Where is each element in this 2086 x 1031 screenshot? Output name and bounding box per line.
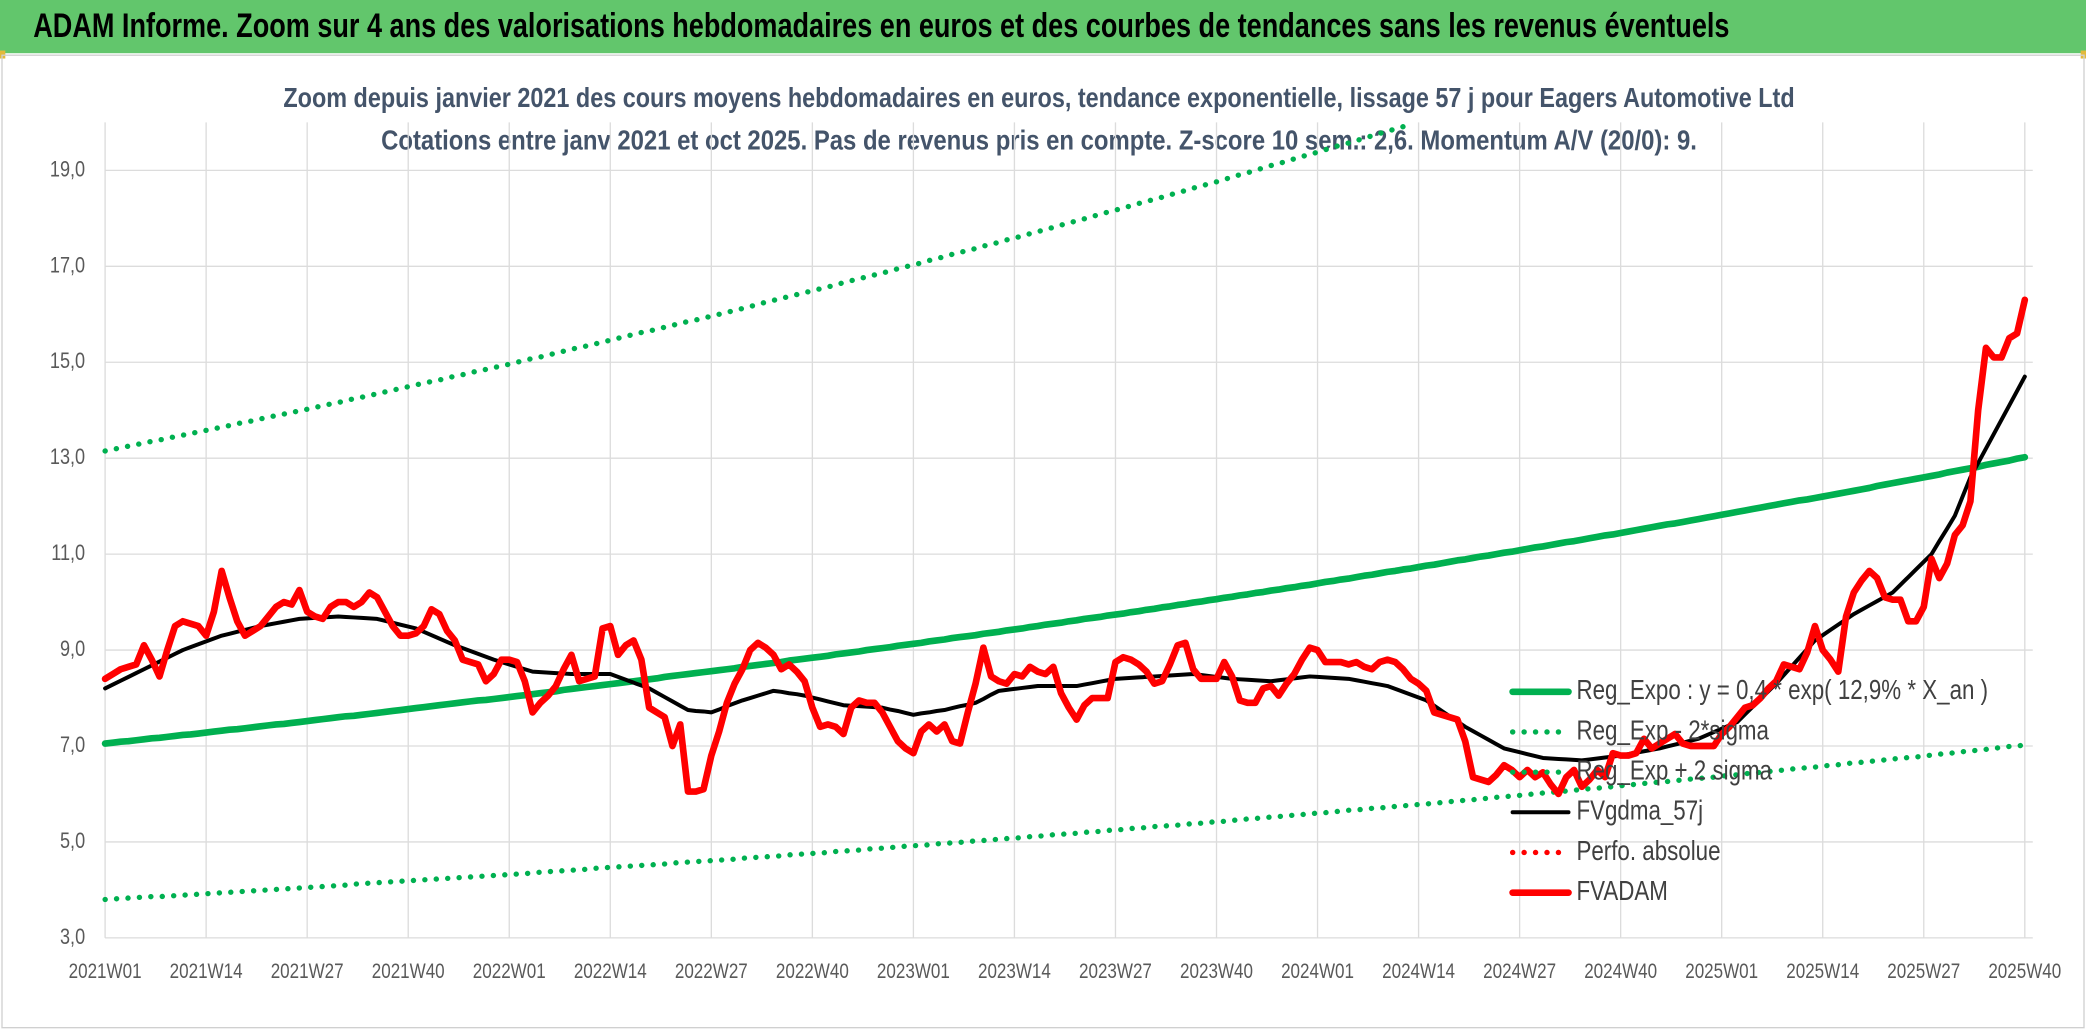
x-tick-label: 2025W01 [1685, 959, 1758, 983]
legend: Reg_Expo : y = 0,4 * exp( 12,9% * X_an )… [1509, 674, 1988, 906]
x-tick-label: 2022W01 [473, 959, 546, 983]
header-bar [0, 0, 2086, 54]
x-tick-label: 2025W27 [1887, 959, 1960, 983]
x-tick-label: 2021W14 [170, 959, 243, 983]
x-tick-label: 2024W27 [1483, 959, 1556, 983]
x-tick-label: 2023W14 [978, 959, 1051, 983]
x-tick-label: 2022W14 [574, 959, 647, 983]
x-tick-label: 2025W14 [1786, 959, 1859, 983]
legend-label: FVADAM [1576, 875, 1667, 906]
x-tick-label: 2025W40 [1988, 959, 2061, 983]
plot-area [101, 121, 2029, 903]
y-tick-label: 13,0 [50, 444, 85, 469]
series-line [102, 121, 1414, 454]
legend-label: Reg_Expo : y = 0,4 * exp( 12,9% * X_an ) [1576, 674, 1988, 705]
legend-label: Perfo. absolue [1576, 835, 1720, 866]
legend-label: Reg_Exp - 2*sigma [1576, 714, 1769, 745]
series-line [101, 453, 2029, 747]
x-tick-label: 2023W01 [877, 959, 950, 983]
series-line [101, 296, 2029, 798]
axes: 3,0 5,0 7,0 9,0 11,0 13,0 15,0 17,0 19,0 2021W01 2… [50, 156, 2061, 983]
y-tick-label: 17,0 [50, 252, 85, 277]
y-tick-label: 7,0 [60, 732, 85, 757]
x-tick-label: 2022W27 [675, 959, 748, 983]
y-tick-label: 19,0 [50, 156, 85, 181]
x-tick-label: 2022W40 [776, 959, 849, 983]
legend-label: FVgdma_57j [1576, 795, 1703, 826]
chart-subtitle: Cotations entre janv 2021 et oct 2025. P… [381, 125, 1697, 156]
x-tick-label: 2021W27 [271, 959, 344, 983]
y-tick-label: 11,0 [51, 540, 85, 565]
x-tick-label: 2021W01 [69, 959, 142, 983]
legend-label: Reg_Exp + 2 sigma [1576, 754, 1772, 785]
x-tick-label: 2023W40 [1180, 959, 1253, 983]
x-tick-label: 2023W27 [1079, 959, 1152, 983]
series-line [103, 374, 2027, 763]
y-tick-label: 9,0 [60, 636, 85, 661]
x-tick-label: 2021W40 [372, 959, 445, 983]
page-title: ADAM Informe. Zoom sur 4 ans des valoris… [33, 7, 1729, 45]
y-tick-label: 3,0 [60, 924, 85, 949]
x-tick-label: 2024W14 [1382, 959, 1455, 983]
y-tick-label: 15,0 [50, 348, 85, 373]
x-tick-label: 2024W40 [1584, 959, 1657, 983]
grid [104, 122, 2033, 939]
series-line [102, 742, 2028, 903]
chart-frame [1, 54, 2085, 1029]
chart-title: Zoom depuis janvier 2021 des cours moyen… [283, 82, 1794, 113]
x-tick-label: 2024W01 [1281, 959, 1354, 983]
y-tick-label: 5,0 [60, 828, 85, 853]
